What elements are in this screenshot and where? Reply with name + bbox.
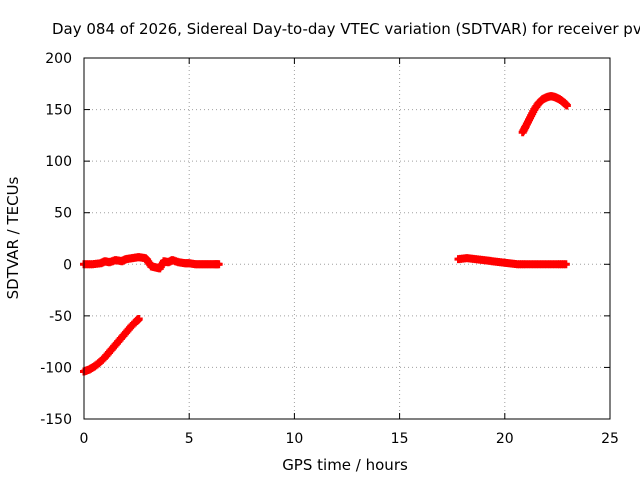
y-tick-label: -50	[49, 309, 72, 325]
x-tick-label: 25	[601, 431, 619, 447]
y-tick-label: -100	[40, 360, 72, 376]
x-tick-label: 15	[391, 431, 409, 447]
data-point	[561, 260, 570, 269]
chart-title: Day 084 of 2026, Sidereal Day-to-day VTE…	[52, 20, 640, 38]
data-point	[214, 260, 223, 269]
y-tick-label: 50	[54, 206, 72, 222]
data-series	[80, 253, 223, 273]
x-tick-label: 20	[496, 431, 514, 447]
y-tick-label: 200	[45, 51, 72, 67]
y-tick-label: 0	[63, 257, 72, 273]
data-series	[80, 314, 143, 376]
x-tick-label: 10	[285, 431, 303, 447]
plot-border	[83, 57, 611, 420]
data-point	[562, 101, 571, 110]
x-axis-label: GPS time / hours	[282, 456, 408, 474]
y-axis-label: SDTVAR / TECUs	[4, 176, 22, 299]
data-points	[80, 92, 571, 376]
x-tick-label: 5	[185, 431, 194, 447]
y-tick-label: 150	[45, 103, 72, 119]
data-series	[454, 254, 570, 269]
grid	[84, 58, 610, 419]
y-tick-label: 100	[45, 154, 72, 170]
x-tick-label: 0	[80, 431, 89, 447]
data-point	[134, 314, 143, 323]
data-series	[518, 92, 571, 137]
y-tick-label: -150	[40, 412, 72, 428]
tick-labels: 0 5 10 15 20 25 -150 -100 -50 0 50 100 150 200	[40, 51, 619, 447]
